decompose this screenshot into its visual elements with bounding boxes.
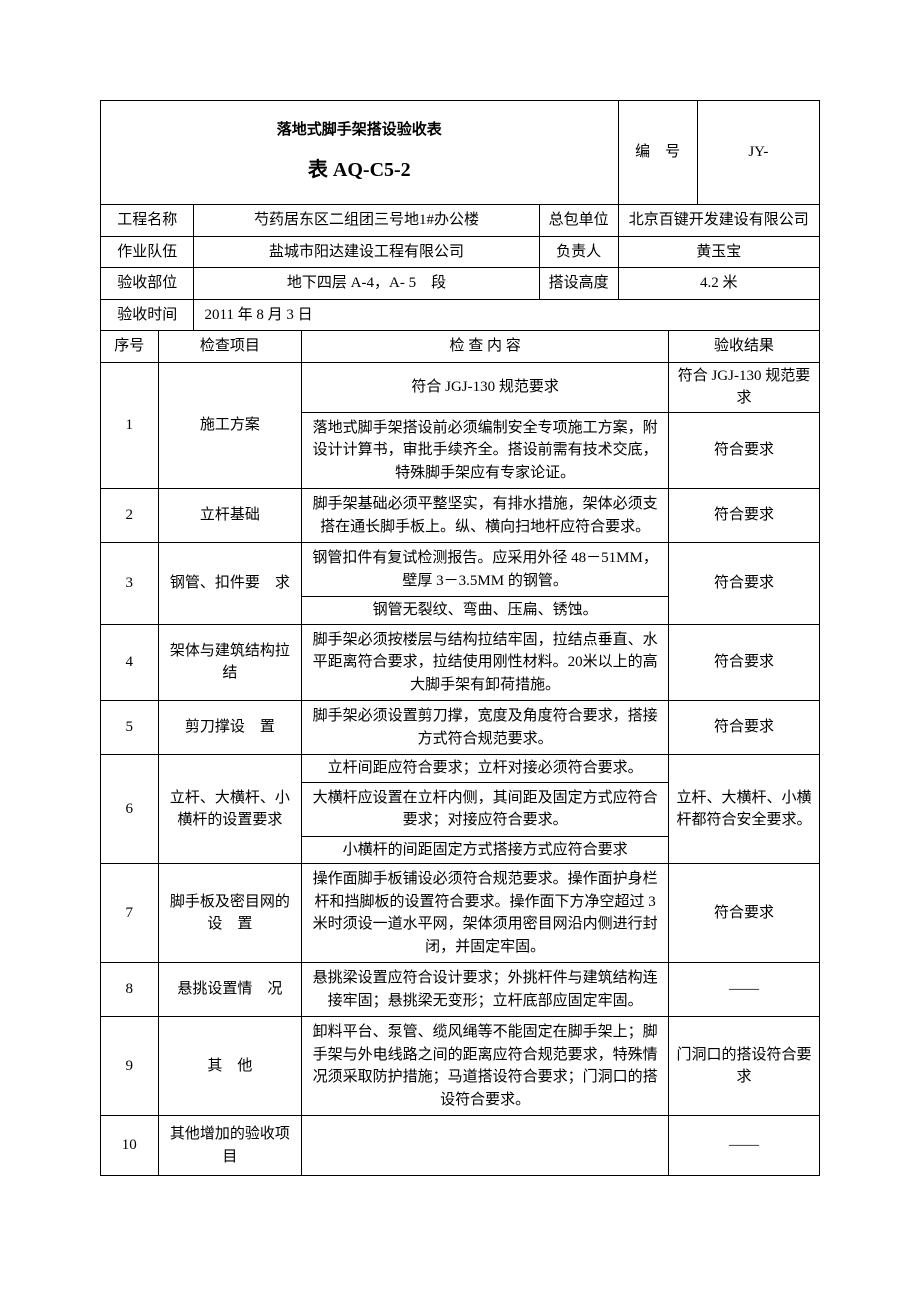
height-value: 4.2 米 bbox=[618, 268, 819, 300]
info-row-team: 作业队伍 盐城市阳达建设工程有限公司 负责人 黄玉宝 bbox=[101, 236, 820, 268]
seq-5: 5 bbox=[101, 701, 159, 755]
serial-value: JY- bbox=[697, 101, 819, 205]
item-2: 立杆基础 bbox=[158, 489, 302, 543]
contractor-value: 北京百键开发建设有限公司 bbox=[618, 205, 819, 237]
seq-6: 6 bbox=[101, 755, 159, 864]
title-row: 落地式脚手架搭设验收表 表 AQ-C5-2 编 号 JY- bbox=[101, 101, 820, 205]
date-value: 2011 年 8 月 3 日 bbox=[194, 299, 820, 331]
person-value: 黄玉宝 bbox=[618, 236, 819, 268]
seq-8: 8 bbox=[101, 963, 159, 1017]
result-6: 立杆、大横杆、小横杆都符合安全要求。 bbox=[668, 755, 819, 864]
item-8: 悬挑设置情 况 bbox=[158, 963, 302, 1017]
result-5: 符合要求 bbox=[668, 701, 819, 755]
content-10 bbox=[302, 1116, 669, 1176]
info-row-project: 工程名称 芍药居东区二组团三号地1#办公楼 总包单位 北京百键开发建设有限公司 bbox=[101, 205, 820, 237]
item-5: 剪刀撑设 置 bbox=[158, 701, 302, 755]
col-item: 检查项目 bbox=[158, 331, 302, 363]
content-8: 悬挑梁设置应符合设计要求；外挑杆件与建筑结构连接牢固；悬挑梁无变形；立杆底部应固… bbox=[302, 963, 669, 1017]
result-9: 门洞口的搭设符合要求 bbox=[668, 1017, 819, 1116]
form-title-cell: 落地式脚手架搭设验收表 表 AQ-C5-2 bbox=[101, 101, 619, 205]
content-1b: 落地式脚手架搭设前必须编制安全专项施工方案，附设计计算书，审批手续齐全。搭设前需… bbox=[302, 412, 669, 489]
info-row-date: 验收时间 2011 年 8 月 3 日 bbox=[101, 299, 820, 331]
project-value: 芍药居东区二组团三号地1#办公楼 bbox=[194, 205, 539, 237]
seq-7: 7 bbox=[101, 864, 159, 963]
result-7: 符合要求 bbox=[668, 864, 819, 963]
table-row: 8 悬挑设置情 况 悬挑梁设置应符合设计要求；外挑杆件与建筑结构连接牢固；悬挑梁… bbox=[101, 963, 820, 1017]
table-row: 6 立杆、大横杆、小横杆的设置要求 立杆间距应符合要求；立杆对接必须符合要求。 … bbox=[101, 755, 820, 783]
team-value: 盐城市阳达建设工程有限公司 bbox=[194, 236, 539, 268]
result-1a: 符合 JGJ-130 规范要求 bbox=[668, 362, 819, 412]
item-6: 立杆、大横杆、小横杆的设置要求 bbox=[158, 755, 302, 864]
content-3a: 钢管扣件有复试检测报告。应采用外径 48－51MM，壁厚 3－3.5MM 的钢管… bbox=[302, 543, 669, 597]
content-6c: 小横杆的间距固定方式搭接方式应符合要求 bbox=[302, 836, 669, 864]
item-1: 施工方案 bbox=[158, 362, 302, 489]
form-title: 落地式脚手架搭设验收表 bbox=[277, 122, 442, 138]
content-6b: 大横杆应设置在立杆内侧，其间距及固定方式应符合要求；对接应符合要求。 bbox=[302, 782, 669, 836]
team-label: 作业队伍 bbox=[101, 236, 194, 268]
person-label: 负责人 bbox=[539, 236, 618, 268]
contractor-label: 总包单位 bbox=[539, 205, 618, 237]
content-4: 脚手架必须按楼层与结构拉结牢固，拉结点垂直、水平距离符合要求，拉结使用刚性材料。… bbox=[302, 624, 669, 701]
project-label: 工程名称 bbox=[101, 205, 194, 237]
inspection-form-table: 落地式脚手架搭设验收表 表 AQ-C5-2 编 号 JY- 工程名称 芍药居东区… bbox=[100, 100, 820, 1176]
col-result: 验收结果 bbox=[668, 331, 819, 363]
table-row: 1 施工方案 符合 JGJ-130 规范要求 符合 JGJ-130 规范要求 bbox=[101, 362, 820, 412]
result-8: —— bbox=[668, 963, 819, 1017]
seq-3: 3 bbox=[101, 543, 159, 625]
form-subtitle: 表 AQ-C5-2 bbox=[101, 152, 618, 188]
table-row: 3 钢管、扣件要 求 钢管扣件有复试检测报告。应采用外径 48－51MM，壁厚 … bbox=[101, 543, 820, 597]
table-row: 2 立杆基础 脚手架基础必须平整坚实，有排水措施，架体必须支搭在通长脚手板上。纵… bbox=[101, 489, 820, 543]
table-row: 10 其他增加的验收项目 —— bbox=[101, 1116, 820, 1176]
table-row: 5 剪刀撑设 置 脚手架必须设置剪刀撑，宽度及角度符合要求，搭接方式符合规范要求… bbox=[101, 701, 820, 755]
part-label: 验收部位 bbox=[101, 268, 194, 300]
content-7: 操作面脚手板铺设必须符合规范要求。操作面护身栏杆和挡脚板的设置符合要求。操作面下… bbox=[302, 864, 669, 963]
seq-10: 10 bbox=[101, 1116, 159, 1176]
result-3: 符合要求 bbox=[668, 543, 819, 625]
result-10: —— bbox=[668, 1116, 819, 1176]
height-label: 搭设高度 bbox=[539, 268, 618, 300]
date-label: 验收时间 bbox=[101, 299, 194, 331]
part-value: 地下四层 A-4，A- 5 段 bbox=[194, 268, 539, 300]
item-3: 钢管、扣件要 求 bbox=[158, 543, 302, 625]
col-seq: 序号 bbox=[101, 331, 159, 363]
serial-label: 编 号 bbox=[618, 101, 697, 205]
seq-2: 2 bbox=[101, 489, 159, 543]
content-6a: 立杆间距应符合要求；立杆对接必须符合要求。 bbox=[302, 755, 669, 783]
item-10: 其他增加的验收项目 bbox=[158, 1116, 302, 1176]
content-2: 脚手架基础必须平整坚实，有排水措施，架体必须支搭在通长脚手板上。纵、横向扫地杆应… bbox=[302, 489, 669, 543]
info-row-part: 验收部位 地下四层 A-4，A- 5 段 搭设高度 4.2 米 bbox=[101, 268, 820, 300]
result-1b: 符合要求 bbox=[668, 412, 819, 489]
seq-1: 1 bbox=[101, 362, 159, 489]
result-2: 符合要求 bbox=[668, 489, 819, 543]
content-3b: 钢管无裂纹、弯曲、压扁、锈蚀。 bbox=[302, 597, 669, 625]
content-9: 卸料平台、泵管、缆风绳等不能固定在脚手架上；脚手架与外电线路之间的距离应符合规范… bbox=[302, 1017, 669, 1116]
table-row: 7 脚手板及密目网的设 置 操作面脚手板铺设必须符合规范要求。操作面护身栏杆和挡… bbox=[101, 864, 820, 963]
content-5: 脚手架必须设置剪刀撑，宽度及角度符合要求，搭接方式符合规范要求。 bbox=[302, 701, 669, 755]
result-4: 符合要求 bbox=[668, 624, 819, 701]
table-row: 4 架体与建筑结构拉 结 脚手架必须按楼层与结构拉结牢固，拉结点垂直、水平距离符… bbox=[101, 624, 820, 701]
col-content: 检 查 内 容 bbox=[302, 331, 669, 363]
column-header-row: 序号 检查项目 检 查 内 容 验收结果 bbox=[101, 331, 820, 363]
seq-4: 4 bbox=[101, 624, 159, 701]
item-4: 架体与建筑结构拉 结 bbox=[158, 624, 302, 701]
table-row: 9 其 他 卸料平台、泵管、缆风绳等不能固定在脚手架上；脚手架与外电线路之间的距… bbox=[101, 1017, 820, 1116]
content-1a: 符合 JGJ-130 规范要求 bbox=[302, 362, 669, 412]
seq-9: 9 bbox=[101, 1017, 159, 1116]
item-9: 其 他 bbox=[158, 1017, 302, 1116]
item-7: 脚手板及密目网的设 置 bbox=[158, 864, 302, 963]
